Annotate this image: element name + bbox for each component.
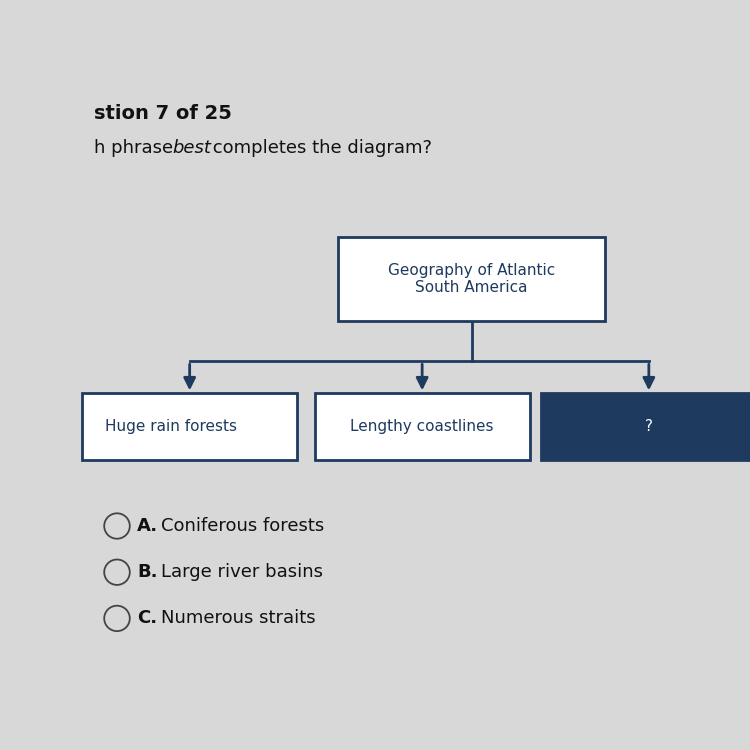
Text: Lengthy coastlines: Lengthy coastlines (350, 419, 494, 434)
Text: Coniferous forests: Coniferous forests (160, 517, 324, 535)
Bar (338, 237, 605, 321)
Bar (82, 393, 297, 460)
Text: stion 7 of 25: stion 7 of 25 (94, 104, 232, 124)
Text: B.: B. (137, 563, 158, 581)
Text: Geography of Atlantic
South America: Geography of Atlantic South America (388, 263, 555, 296)
Bar (315, 393, 530, 460)
Text: best: best (172, 139, 211, 157)
Text: completes the diagram?: completes the diagram? (207, 139, 432, 157)
Bar (542, 393, 750, 460)
Text: Huge rain forests: Huge rain forests (105, 419, 237, 434)
Text: ?: ? (645, 419, 652, 434)
Text: A.: A. (137, 517, 158, 535)
Text: h phrase: h phrase (94, 139, 178, 157)
Text: Large river basins: Large river basins (160, 563, 322, 581)
Text: Numerous straits: Numerous straits (160, 610, 315, 628)
Text: C.: C. (137, 610, 158, 628)
